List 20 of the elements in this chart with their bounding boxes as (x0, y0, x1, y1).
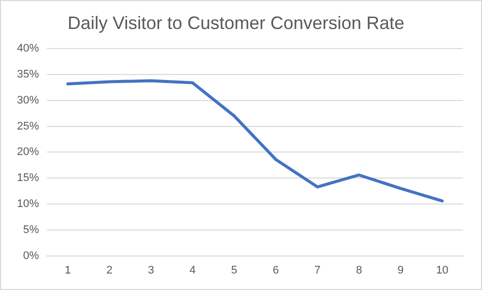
y-tick-label: 10% (16, 198, 40, 210)
y-tick-label: 35% (16, 68, 40, 81)
x-tick-label: 7 (314, 264, 320, 276)
chart-title: Daily Visitor to Customer Conversion Rate (68, 12, 404, 33)
y-tick-label: 40% (16, 42, 40, 55)
x-tick-label: 10 (436, 264, 448, 276)
y-tick-label: 0% (23, 250, 40, 262)
y-tick-label: 30% (16, 94, 40, 106)
x-tick-label: 1 (64, 264, 71, 276)
y-tick-label: 25% (16, 120, 40, 132)
x-tick-label: 2 (106, 264, 112, 276)
x-tick-label: 3 (148, 264, 154, 276)
y-tick-label: 15% (16, 172, 40, 184)
y-tick-label: 5% (23, 224, 40, 236)
x-tick-label: 8 (356, 264, 362, 276)
x-tick-label: 6 (272, 264, 279, 276)
x-tick-label: 4 (190, 264, 196, 276)
x-tick-label: 9 (398, 264, 404, 276)
x-tick-label: 5 (231, 264, 238, 276)
y-tick-label: 20% (16, 146, 40, 158)
